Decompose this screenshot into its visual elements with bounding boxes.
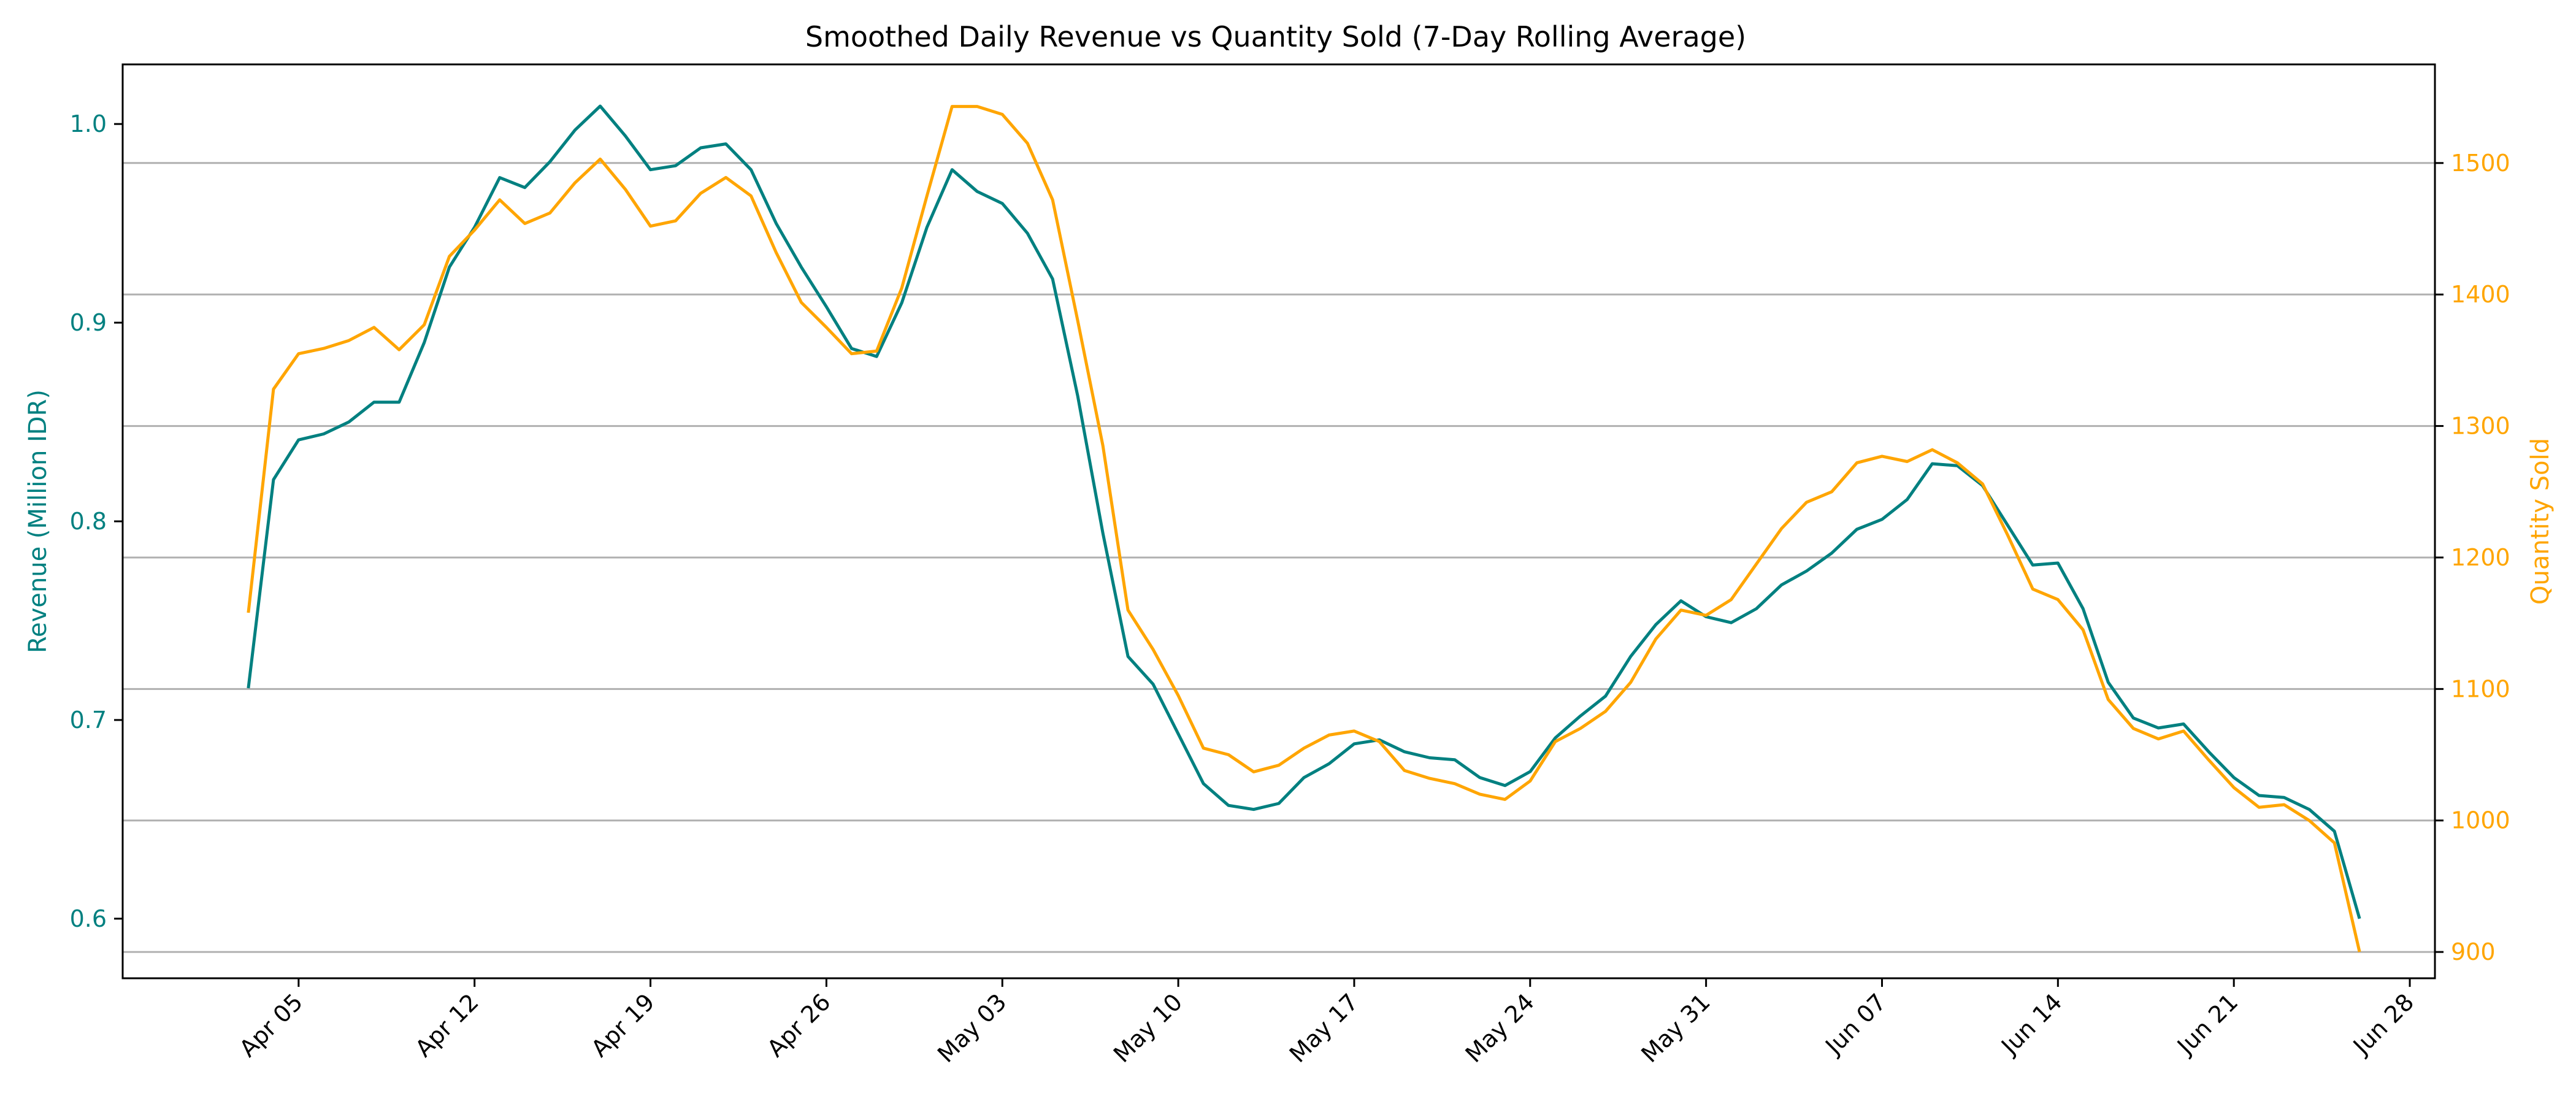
chart-title: Smoothed Daily Revenue vs Quantity Sold … [805,20,1746,53]
y-left-tick-label: 0.9 [70,309,107,336]
x-axis: Apr 05 Apr 12 Apr 19 Apr 26 May 03 May 10 May … [234,978,2419,1068]
x-tick-label: Jun 21 [2171,989,2243,1060]
y-axis-left: 0.6 0.7 0.8 0.9 1.0 [70,110,123,932]
x-tick-label: May 24 [1460,989,1539,1068]
grid-lines [123,162,2435,953]
revenue-line [247,104,2361,919]
x-tick-label: May 31 [1636,989,1715,1068]
x-tick-label: May 10 [1108,989,1187,1068]
y-right-tick-label: 1200 [2451,544,2510,571]
quantity-line [247,105,2361,953]
plot-frame [121,63,2436,979]
y-axis-right-label: Quantity Sold [2526,438,2555,605]
y-right-tick-label: 1000 [2451,807,2510,834]
y-axis-left-label: Revenue (Million IDR) [24,389,52,653]
series-layer [247,104,2361,953]
y-axis-right: 900 1000 1100 1200 1300 1400 1500 [2435,150,2510,965]
y-left-tick-label: 0.7 [70,707,107,734]
x-tick-label: Apr 19 [586,989,659,1062]
y-right-tick-label: 1500 [2451,150,2510,177]
x-tick-label: May 17 [1284,989,1363,1068]
y-left-tick-label: 1.0 [70,110,107,137]
x-tick-label: Jun 07 [1819,989,1891,1060]
x-tick-label: May 03 [932,989,1011,1068]
y-right-tick-label: 1100 [2451,675,2510,702]
x-tick-label: Jun 28 [2347,989,2419,1060]
y-right-tick-label: 1400 [2451,281,2510,308]
x-tick-label: Apr 12 [410,989,484,1062]
y-right-tick-label: 1300 [2451,413,2510,440]
y-left-tick-label: 0.6 [70,905,107,932]
y-right-tick-label: 900 [2451,938,2496,965]
x-tick-label: Jun 14 [1995,989,2067,1060]
x-tick-label: Apr 05 [234,989,308,1062]
y-left-tick-label: 0.8 [70,508,107,535]
x-tick-label: Apr 26 [762,989,835,1062]
